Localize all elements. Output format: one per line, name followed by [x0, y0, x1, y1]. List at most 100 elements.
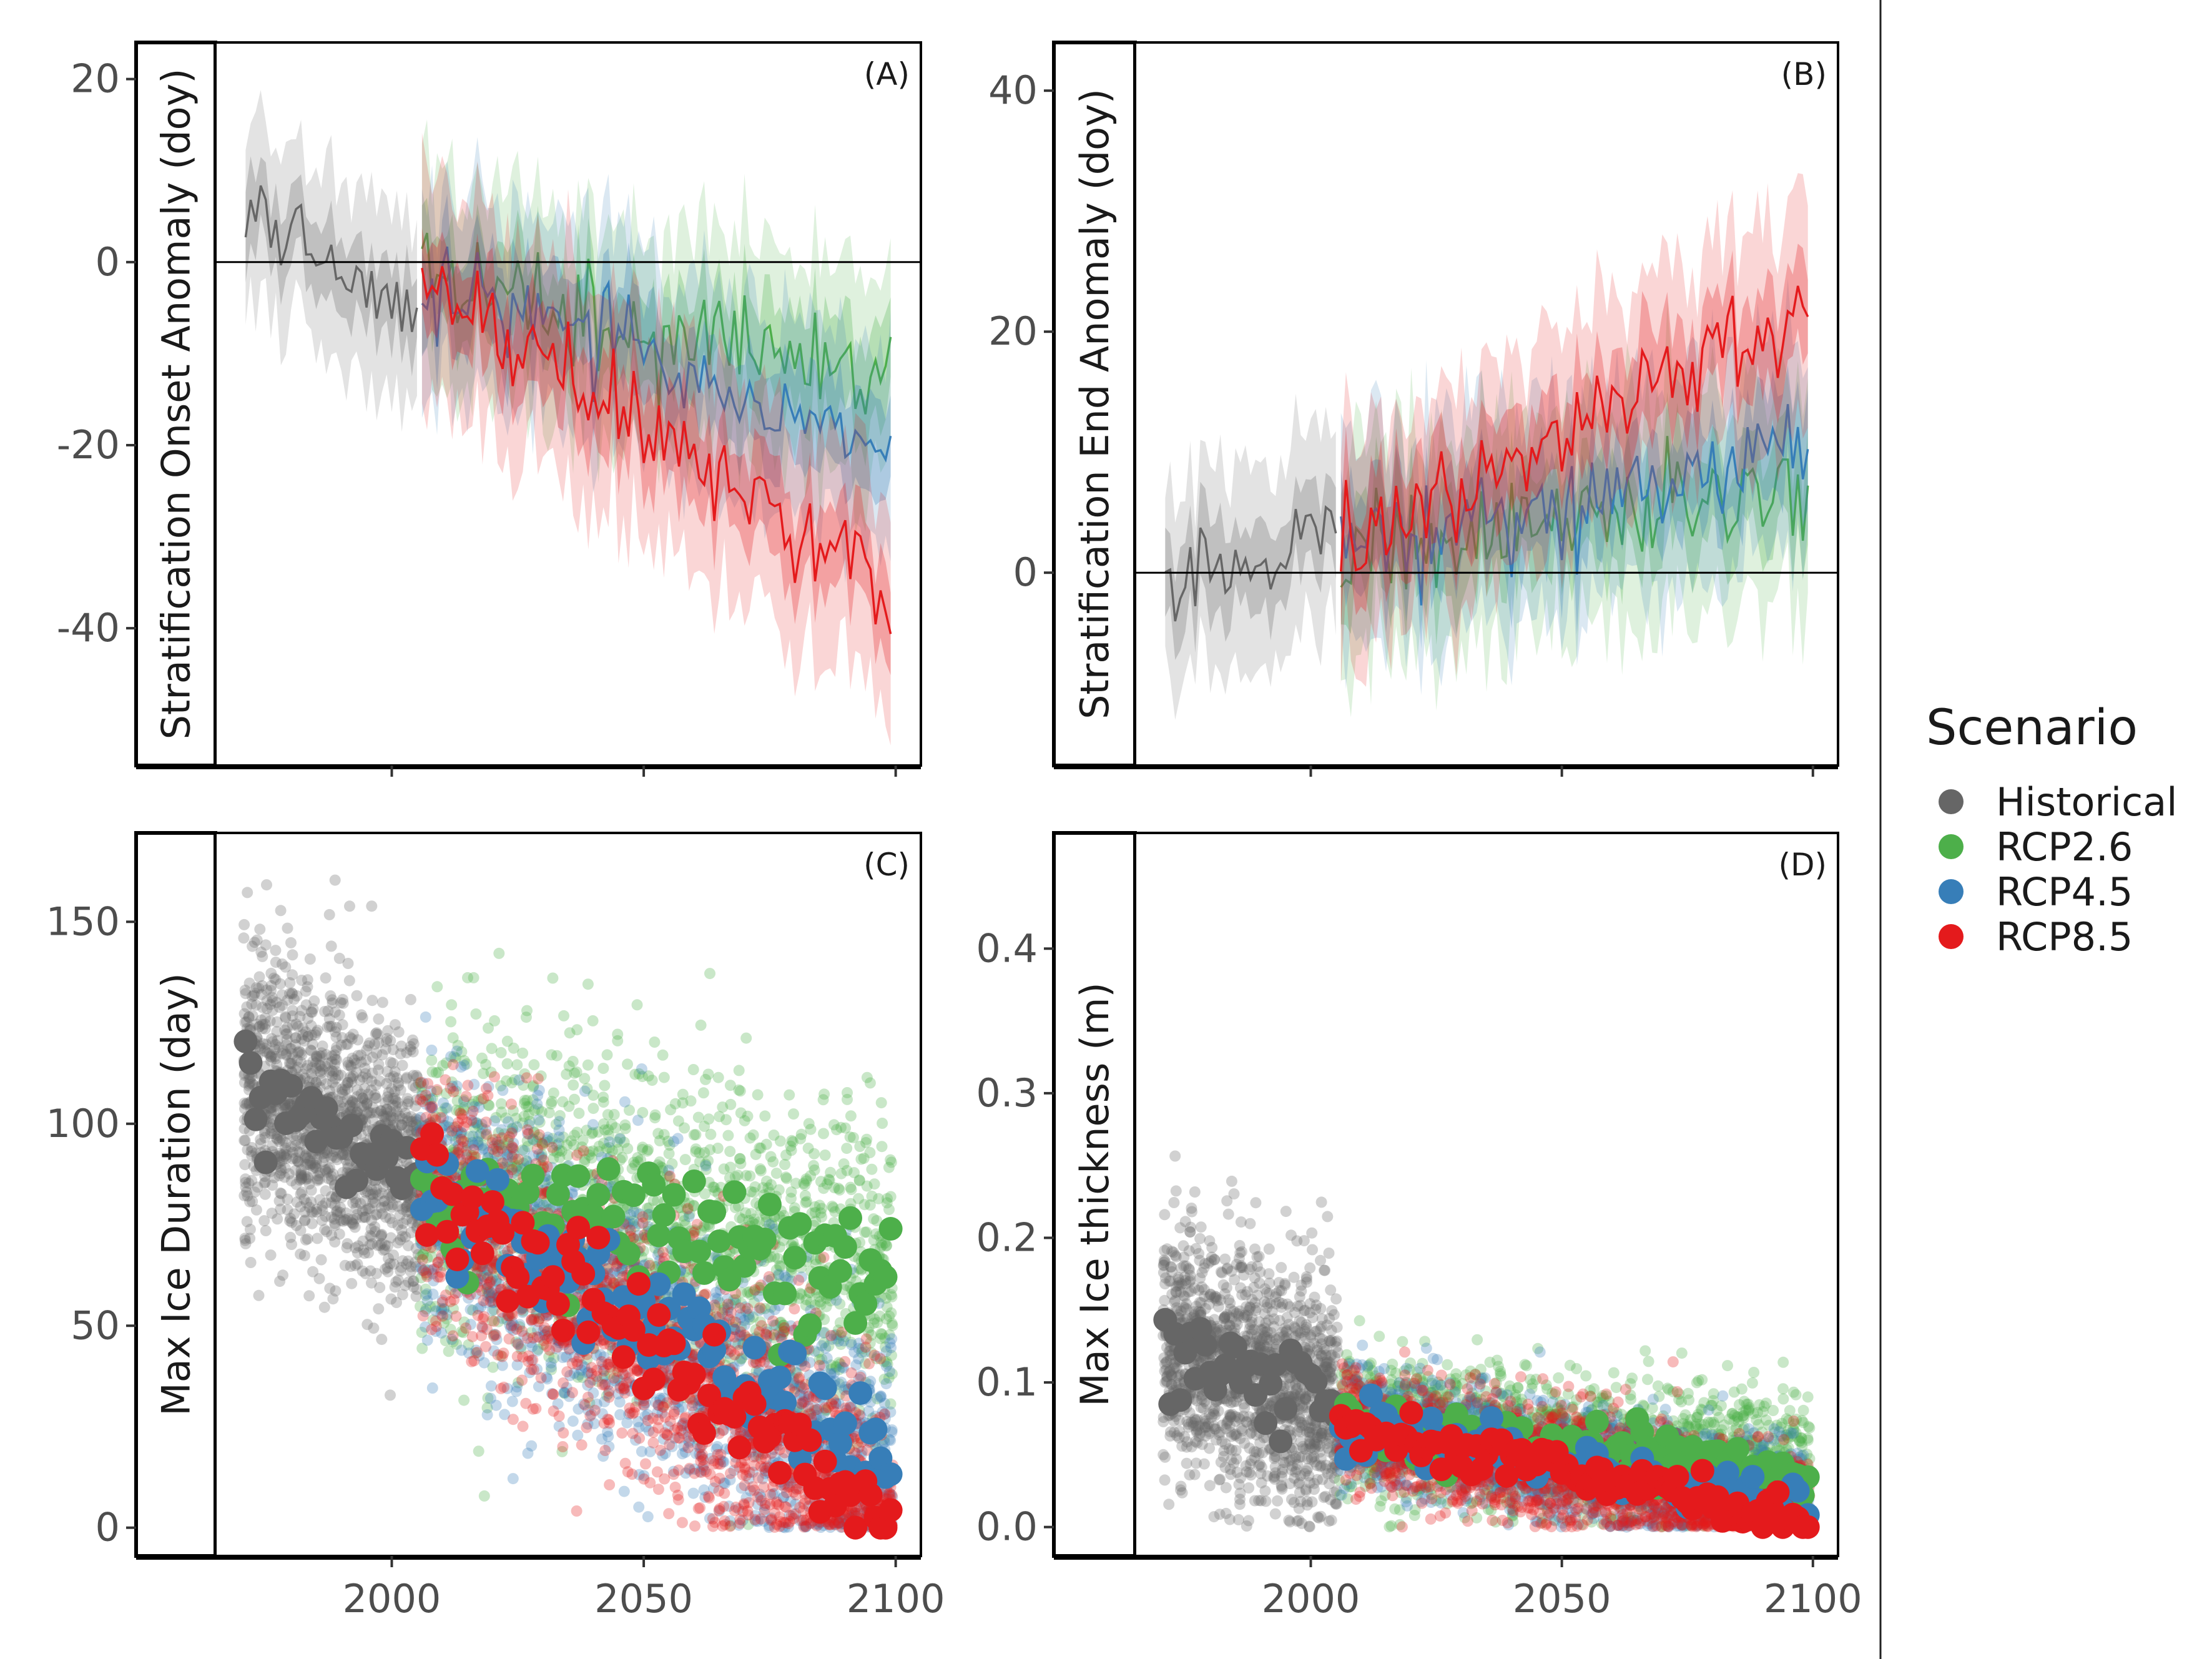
point-rcp26 — [773, 1184, 785, 1196]
point-historical — [242, 1190, 253, 1202]
point-historical — [406, 1217, 418, 1229]
point-rcp45 — [451, 1045, 463, 1057]
point-historical — [253, 1289, 265, 1301]
point-historical — [284, 1043, 296, 1055]
point-rcp26 — [859, 1226, 871, 1238]
point-historical — [280, 1011, 291, 1023]
point-rcp26 — [420, 1094, 432, 1106]
point-historical — [250, 1204, 262, 1216]
point-rcp26 — [463, 1131, 475, 1143]
point-historical — [330, 1021, 342, 1033]
point-rcp26 — [460, 1145, 472, 1156]
point-historical — [392, 1237, 404, 1249]
point-historical — [387, 1058, 399, 1069]
point-historical — [342, 1077, 353, 1089]
point-historical — [401, 1073, 412, 1085]
point-historical — [313, 1273, 325, 1284]
point-historical — [298, 1035, 310, 1047]
point-historical — [388, 1112, 399, 1124]
point-historical — [312, 1173, 323, 1185]
y-tick-label: 150 — [46, 898, 120, 944]
point-historical — [314, 1167, 326, 1179]
point-historical — [302, 1152, 313, 1164]
point-historical — [268, 972, 280, 984]
point-historical — [373, 1058, 385, 1070]
point-historical — [302, 974, 313, 986]
point-historical — [334, 1207, 346, 1218]
point-historical — [324, 1282, 336, 1294]
point-historical — [269, 1051, 281, 1063]
point-historical — [385, 1110, 397, 1122]
point-historical — [248, 937, 260, 948]
point-historical — [346, 1095, 358, 1106]
point-historical — [354, 1074, 366, 1086]
point-historical — [287, 969, 298, 981]
point-rcp45 — [587, 1119, 599, 1131]
point-historical — [382, 1025, 394, 1036]
point-historical — [275, 1161, 287, 1173]
series-line-rcp45 — [1340, 404, 1809, 606]
point-historical — [410, 1116, 422, 1128]
point-historical — [260, 1225, 272, 1236]
point-historical — [327, 1076, 338, 1088]
point-rcp26 — [809, 1164, 820, 1176]
point-historical — [345, 1061, 357, 1073]
point-historical — [274, 1187, 286, 1199]
point-historical — [355, 1009, 367, 1021]
point-rcp26 — [597, 1096, 609, 1108]
point-historical — [401, 1111, 413, 1123]
point-rcp26 — [415, 1251, 426, 1263]
point-historical — [280, 1039, 292, 1051]
point-rcp45 — [619, 1096, 631, 1108]
point-historical — [257, 980, 268, 992]
point-historical — [387, 1199, 399, 1211]
point-historical — [295, 1138, 307, 1150]
point-historical — [326, 1020, 338, 1032]
point-historical — [296, 1049, 308, 1061]
series-line-historical — [244, 185, 418, 332]
point-historical — [265, 998, 277, 1010]
point-historical — [340, 1038, 352, 1050]
point-historical — [287, 1005, 298, 1017]
point-historical — [357, 1235, 369, 1247]
point-rcp26 — [451, 1338, 463, 1350]
point-historical — [336, 1096, 348, 1108]
point-historical — [254, 923, 266, 935]
point-historical — [393, 1026, 405, 1038]
point-rcp26 — [724, 1146, 736, 1158]
point-historical — [280, 1012, 292, 1024]
point-rcp26 — [734, 1153, 746, 1164]
point-historical — [412, 1114, 424, 1126]
point-rcp26 — [430, 1067, 442, 1079]
point-historical — [299, 1214, 311, 1226]
point-historical — [347, 1101, 358, 1113]
point-historical — [359, 1093, 371, 1105]
point-historical — [259, 1131, 271, 1143]
point-historical — [302, 1171, 313, 1183]
point-historical — [330, 1031, 342, 1043]
point-rcp26 — [845, 1184, 857, 1195]
point-historical — [243, 1012, 255, 1023]
point-historical — [328, 1213, 340, 1225]
point-historical — [278, 1148, 290, 1160]
point-rcp45 — [441, 1102, 453, 1114]
point-historical — [240, 1181, 252, 1193]
point-rcp26 — [436, 1304, 448, 1316]
point-historical — [285, 1231, 297, 1243]
point-historical — [277, 1000, 288, 1012]
plot-area — [1134, 41, 1839, 767]
point-rcp26 — [501, 1058, 513, 1070]
point-historical — [352, 1050, 364, 1061]
point-historical — [366, 1107, 378, 1119]
band-outer-historical — [245, 90, 417, 432]
point-rcp26 — [642, 1144, 654, 1156]
point-rcp26 — [622, 1143, 634, 1154]
point-historical — [351, 1247, 363, 1259]
point-historical — [272, 1213, 283, 1225]
point-historical — [346, 1073, 358, 1085]
point-rcp26 — [453, 1105, 465, 1117]
point-rcp26 — [416, 1326, 428, 1338]
point-historical — [370, 1092, 382, 1104]
point-historical — [396, 1119, 408, 1131]
